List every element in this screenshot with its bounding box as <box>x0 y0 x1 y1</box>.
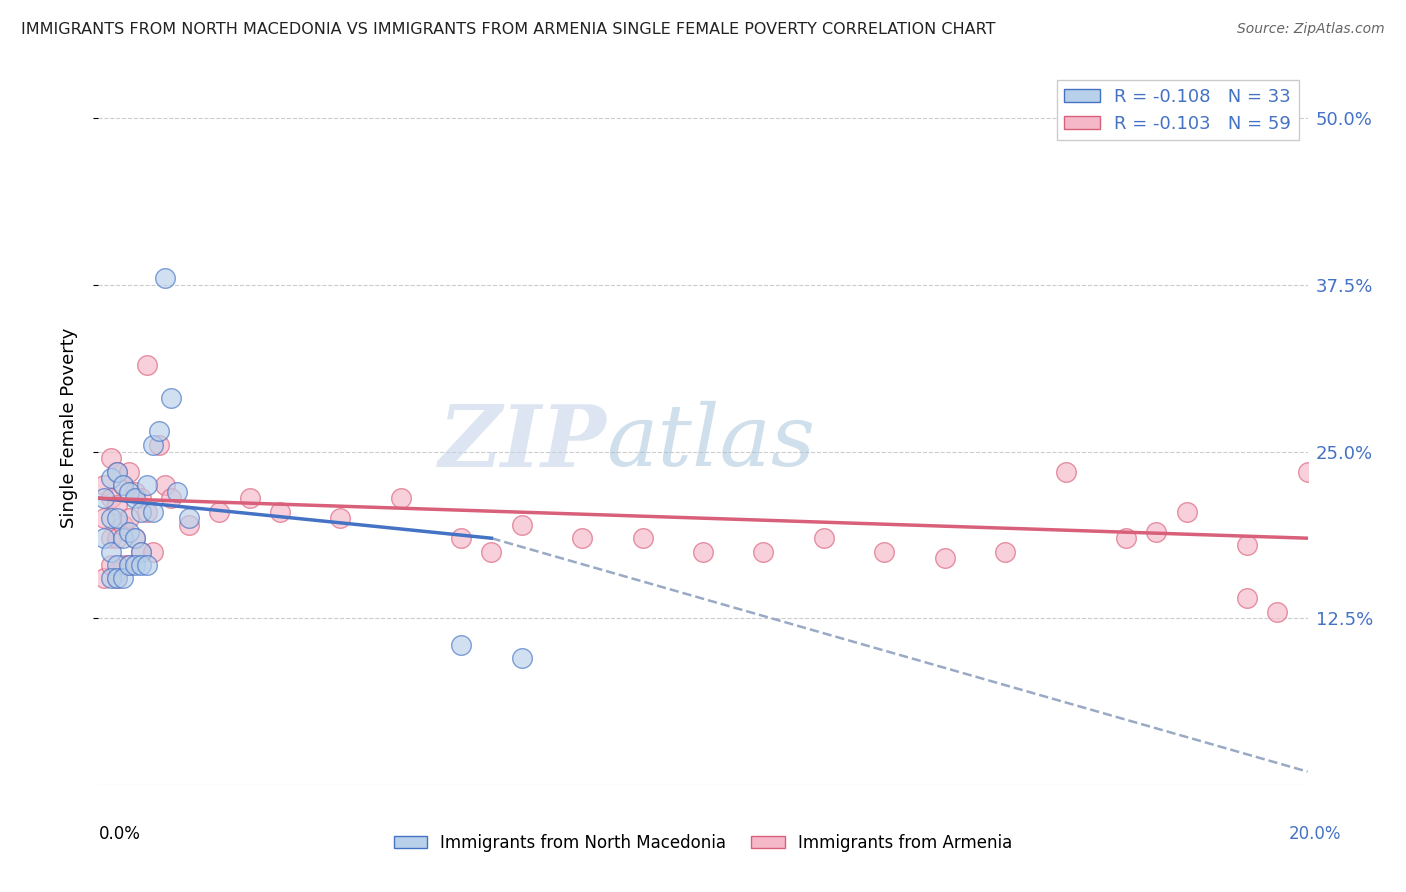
Point <box>105 465 128 479</box>
Point <box>118 465 141 479</box>
Point <box>692 544 714 558</box>
Point <box>93 571 115 585</box>
Point <box>873 544 896 558</box>
Point <box>111 517 134 532</box>
Point <box>105 571 128 585</box>
Point <box>118 484 141 499</box>
Point <box>142 438 165 452</box>
Point <box>118 511 141 525</box>
Point <box>329 511 352 525</box>
Point <box>105 511 128 525</box>
Text: ZIP: ZIP <box>439 401 606 484</box>
Point <box>510 651 533 665</box>
Point <box>100 511 122 525</box>
Point <box>813 531 835 545</box>
Point <box>105 465 128 479</box>
Point <box>93 531 115 545</box>
Point <box>239 491 262 506</box>
Point <box>1267 605 1289 619</box>
Point <box>1296 465 1319 479</box>
Point <box>111 558 134 572</box>
Point <box>1175 504 1198 518</box>
Point <box>148 438 170 452</box>
Point <box>100 558 122 572</box>
Point <box>124 531 146 545</box>
Legend: Immigrants from North Macedonia, Immigrants from Armenia: Immigrants from North Macedonia, Immigra… <box>387 828 1019 859</box>
Point <box>105 558 128 572</box>
Point <box>135 478 157 492</box>
Point <box>124 484 146 499</box>
Point <box>100 571 122 585</box>
Point <box>1236 538 1258 552</box>
Point <box>124 491 146 506</box>
Point <box>450 531 472 545</box>
Point <box>111 478 134 492</box>
Point <box>389 491 412 506</box>
Point <box>148 425 170 439</box>
Point <box>994 544 1017 558</box>
Text: IMMIGRANTS FROM NORTH MACEDONIA VS IMMIGRANTS FROM ARMENIA SINGLE FEMALE POVERTY: IMMIGRANTS FROM NORTH MACEDONIA VS IMMIG… <box>21 22 995 37</box>
Point <box>179 517 201 532</box>
Point <box>135 504 157 518</box>
Point <box>124 558 146 572</box>
Point <box>100 531 122 545</box>
Point <box>100 544 122 558</box>
Point <box>1144 524 1167 539</box>
Point <box>571 531 593 545</box>
Point <box>135 358 157 372</box>
Text: atlas: atlas <box>606 401 815 483</box>
Point <box>208 504 231 518</box>
Point <box>269 504 291 518</box>
Point <box>631 531 654 545</box>
Point <box>1115 531 1137 545</box>
Text: 0.0%: 0.0% <box>98 825 141 843</box>
Point <box>129 504 152 518</box>
Point <box>93 478 115 492</box>
Point <box>450 638 472 652</box>
Point <box>129 558 152 572</box>
Point <box>179 511 201 525</box>
Point <box>100 491 122 506</box>
Point <box>118 524 141 539</box>
Point <box>129 544 152 558</box>
Point <box>160 391 183 405</box>
Point <box>93 511 115 525</box>
Point <box>135 558 157 572</box>
Point <box>105 571 128 585</box>
Point <box>105 565 128 579</box>
Point <box>100 471 122 485</box>
Text: 20.0%: 20.0% <box>1288 825 1341 843</box>
Text: Source: ZipAtlas.com: Source: ZipAtlas.com <box>1237 22 1385 37</box>
Point <box>100 451 122 466</box>
Point <box>105 498 128 512</box>
Point <box>142 504 165 518</box>
Point <box>129 491 152 506</box>
Point <box>129 544 152 558</box>
Point <box>934 551 956 566</box>
Point <box>118 558 141 572</box>
Point <box>510 517 533 532</box>
Point <box>153 478 176 492</box>
Y-axis label: Single Female Poverty: Single Female Poverty <box>59 328 77 528</box>
Point <box>166 484 188 499</box>
Point <box>153 271 176 285</box>
Point <box>481 544 503 558</box>
Point <box>93 491 115 506</box>
Point <box>111 478 134 492</box>
Point <box>111 571 134 585</box>
Point <box>124 531 146 545</box>
Point <box>1236 591 1258 606</box>
Point <box>142 544 165 558</box>
Point <box>111 531 134 545</box>
Point <box>1054 465 1077 479</box>
Point <box>752 544 775 558</box>
Point <box>160 491 183 506</box>
Point <box>118 558 141 572</box>
Point <box>105 531 128 545</box>
